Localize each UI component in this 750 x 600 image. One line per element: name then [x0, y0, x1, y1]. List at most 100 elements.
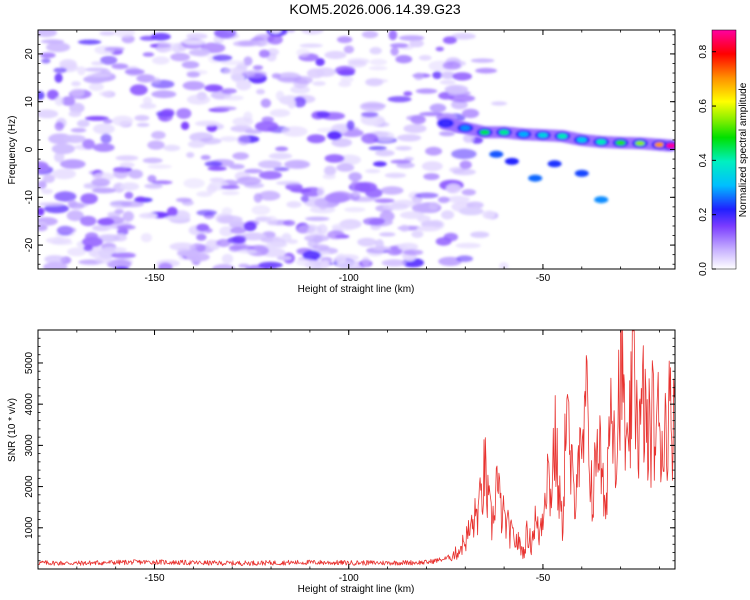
noise-blob [409, 39, 424, 48]
noise-blob [296, 48, 310, 58]
noise-blob [213, 106, 237, 111]
noise-blob [451, 148, 477, 160]
y-tick-label: -20 [24, 237, 35, 252]
colorbar-ticks: 0.0 0.2 0.4 0.6 0.8 [698, 44, 716, 276]
noise-blob [284, 159, 310, 169]
noise-blob [38, 91, 45, 100]
noise-blob [220, 185, 240, 190]
noise-blob [194, 120, 220, 127]
noise-blob [423, 173, 440, 181]
noise-blob [52, 168, 76, 180]
signal-echo [574, 169, 589, 177]
noise-blob [366, 78, 389, 83]
noise-blob [59, 59, 77, 70]
noise-blob [182, 81, 205, 91]
noise-blob [50, 240, 74, 246]
noise-blob [77, 39, 102, 45]
noise-blob [244, 129, 262, 135]
noise-blob [151, 131, 166, 140]
noise-blob [446, 195, 470, 203]
noise-blob [111, 252, 136, 259]
noise-blob [43, 262, 68, 269]
noise-blob [161, 108, 175, 116]
noise-blob [318, 199, 328, 210]
y-tick-label: 3000 [24, 434, 35, 457]
noise-blob [206, 239, 217, 247]
signal-point [557, 133, 568, 139]
noise-blob [443, 232, 458, 242]
noise-blob [113, 30, 135, 38]
noise-blob [456, 255, 473, 262]
noise-blob [361, 256, 371, 267]
noise-blob [286, 30, 296, 33]
noise-blob [107, 211, 121, 218]
noise-blob [269, 109, 291, 118]
noise-blob [91, 178, 111, 187]
noise-blob [395, 55, 413, 64]
noise-blob [243, 111, 253, 122]
noise-blob [317, 224, 328, 235]
noise-blob [439, 131, 455, 137]
noise-blob [156, 42, 178, 52]
noise-blob [276, 180, 301, 186]
noise-blob [362, 217, 385, 226]
noise-blob [215, 213, 234, 224]
noise-blob [324, 165, 337, 176]
noise-blob [175, 197, 192, 203]
noise-blob [232, 152, 249, 160]
noise-blob [301, 30, 324, 35]
signal-point [615, 140, 626, 146]
noise-blob [54, 121, 64, 131]
noise-blob [275, 146, 289, 152]
noise-blob [290, 85, 310, 94]
noise-blob [421, 161, 443, 172]
spectrogram-x-axis: -150 -100 -50 [37, 30, 660, 284]
x-tick-label: -50 [536, 573, 551, 584]
noise-blob [136, 122, 150, 127]
x-tick-label: -150 [145, 273, 165, 284]
noise-blob [181, 61, 200, 69]
noise-blob [251, 205, 271, 216]
noise-blob [352, 190, 361, 197]
noise-blob [182, 39, 206, 45]
x-tick-label: -100 [339, 573, 359, 584]
noise-blob [38, 180, 47, 189]
noise-blob [372, 246, 391, 251]
noise-blob [104, 46, 125, 52]
noise-blob [147, 175, 157, 183]
noise-blob [134, 115, 150, 121]
noise-blob [403, 91, 413, 97]
noise-blob [196, 191, 213, 198]
noise-blob [297, 224, 316, 234]
noise-blob [260, 98, 272, 108]
noise-blob [320, 260, 330, 269]
snr-series-line [38, 330, 675, 566]
noise-blob [449, 94, 476, 103]
noise-blob [258, 190, 281, 201]
noise-blob [189, 132, 214, 143]
noise-blob [438, 256, 462, 266]
noise-blob [204, 84, 223, 92]
noise-blob [164, 215, 190, 221]
spectrogram-x-label: Height of straight line (km) [298, 284, 415, 295]
noise-blob [139, 212, 158, 219]
noise-blob [61, 96, 76, 106]
noise-blob [103, 119, 113, 124]
noise-blob [344, 207, 366, 213]
noise-blob [186, 94, 211, 105]
noise-blob [441, 210, 455, 220]
noise-blob [455, 242, 481, 249]
snr-panel: -150 -100 -50 1000 2000 3000 4000 5000 Height … [7, 329, 676, 595]
noise-blob [357, 237, 377, 247]
noise-blob [429, 103, 447, 113]
noise-blob [170, 52, 191, 62]
noise-blob [276, 255, 292, 261]
noise-blob [40, 52, 56, 59]
noise-blob [361, 133, 379, 144]
noise-blob [111, 63, 129, 70]
noise-blob [42, 174, 55, 184]
signal-point [596, 139, 607, 145]
colorbar-tick-label: 0.8 [698, 44, 709, 58]
